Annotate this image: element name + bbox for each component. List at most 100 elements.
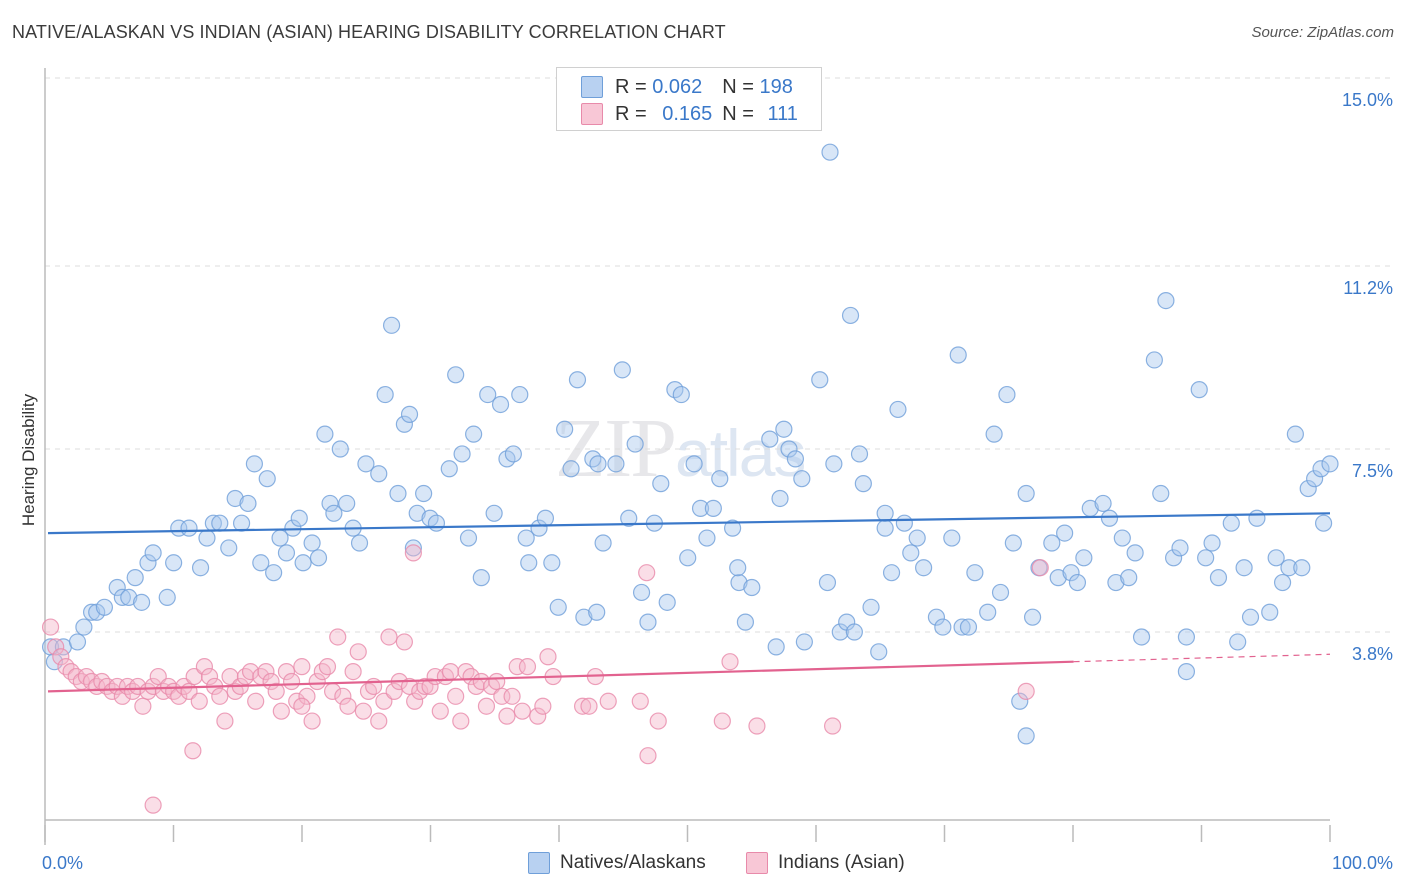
data-point-indians-asian: [124, 682, 142, 700]
legend-r-value: 0.165: [662, 102, 713, 125]
data-point-indians-asian: [639, 747, 657, 765]
data-point-indians-asian: [216, 712, 234, 730]
data-point-natives-alaskans: [144, 544, 162, 562]
data-point-natives-alaskans: [479, 385, 497, 404]
data-point-natives-alaskans: [316, 425, 334, 443]
data-point-indians-asian: [272, 702, 290, 720]
data-point-indians-asian: [406, 692, 424, 710]
data-point-natives-alaskans: [711, 470, 729, 488]
data-point-natives-alaskans: [290, 509, 308, 527]
data-point-natives-alaskans: [771, 489, 789, 508]
data-point-indians-asian: [282, 672, 301, 691]
data-point-indians-asian: [447, 687, 465, 705]
data-point-natives-alaskans: [991, 583, 1010, 602]
data-point-natives-alaskans: [1280, 559, 1298, 577]
data-point-natives-alaskans: [795, 633, 813, 651]
data-point-natives-alaskans: [793, 470, 811, 488]
data-point-natives-alaskans: [408, 504, 426, 522]
data-point-natives-alaskans: [959, 618, 978, 636]
data-point-indians-asian: [462, 667, 480, 686]
data-point-natives-alaskans: [1152, 484, 1170, 503]
data-point-natives-alaskans: [245, 455, 264, 473]
data-point-natives-alaskans: [1273, 573, 1292, 592]
data-point-natives-alaskans: [1248, 509, 1266, 527]
grid-lines: [45, 77, 1395, 633]
data-point-natives-alaskans: [191, 559, 210, 577]
data-point-natives-alaskans: [113, 588, 131, 607]
data-point-natives-alaskans: [1075, 549, 1093, 567]
data-point-indians-asian: [144, 796, 162, 814]
data-point-indians-asian: [498, 707, 516, 725]
data-point-natives-alaskans: [265, 564, 283, 582]
data-point-natives-alaskans: [953, 618, 971, 636]
y-axis-title: Hearing Disability: [19, 393, 38, 526]
data-point-indians-asian: [334, 687, 352, 705]
data-point-natives-alaskans: [698, 529, 716, 547]
legend-r-label: R =: [615, 75, 647, 98]
data-point-natives-alaskans: [723, 519, 742, 537]
data-point-natives-alaskans: [165, 554, 183, 572]
data-point-indians-asian: [184, 742, 202, 760]
data-point-natives-alaskans: [357, 455, 375, 473]
data-point-natives-alaskans: [370, 465, 388, 483]
data-point-natives-alaskans: [679, 549, 697, 567]
data-point-natives-alaskans: [562, 460, 580, 478]
data-point-natives-alaskans: [639, 613, 657, 631]
data-point-natives-alaskans: [277, 544, 296, 562]
data-point-natives-alaskans: [825, 455, 843, 473]
data-point-natives-alaskans: [943, 529, 961, 547]
data-point-natives-alaskans: [1004, 534, 1022, 552]
data-point-natives-alaskans: [1312, 460, 1330, 478]
data-point-natives-alaskans: [889, 400, 907, 419]
data-point-natives-alaskans: [239, 494, 257, 513]
data-point-natives-alaskans: [915, 559, 933, 577]
data-point-natives-alaskans: [831, 623, 849, 641]
data-point-natives-alaskans: [1235, 559, 1253, 577]
data-point-natives-alaskans: [472, 569, 490, 587]
data-point-natives-alaskans: [1094, 494, 1112, 513]
data-point-natives-alaskans: [729, 559, 747, 577]
data-point-natives-alaskans: [632, 583, 651, 602]
data-point-natives-alaskans: [979, 603, 997, 621]
data-point-natives-alaskans: [588, 603, 606, 621]
data-point-natives-alaskans: [232, 514, 251, 532]
data-point-indians-asian: [359, 682, 378, 700]
data-point-natives-alaskans: [517, 529, 535, 547]
data-point-natives-alaskans: [389, 484, 407, 503]
data-point-natives-alaskans: [530, 519, 548, 537]
data-point-natives-alaskans: [511, 385, 529, 404]
data-point-natives-alaskans: [882, 564, 901, 582]
data-point-natives-alaskans: [895, 514, 913, 532]
data-point-natives-alaskans: [1049, 569, 1067, 587]
data-point-natives-alaskans: [841, 306, 860, 325]
data-point-indians-asian: [288, 692, 306, 710]
legend-n-value: 198: [759, 75, 793, 98]
data-point-natives-alaskans: [870, 643, 888, 661]
data-point-indians-asian: [241, 662, 260, 681]
data-point-natives-alaskans: [198, 529, 216, 547]
trend-lines: [47, 512, 1331, 693]
data-point-natives-alaskans: [126, 569, 144, 587]
data-point-natives-alaskans: [1190, 381, 1208, 399]
data-point-natives-alaskans: [536, 509, 555, 527]
y-tick-label: 7.5%: [1352, 461, 1393, 481]
data-point-natives-alaskans: [252, 554, 270, 572]
data-point-natives-alaskans: [743, 578, 761, 597]
chart-title: NATIVE/ALASKAN VS INDIAN (ASIAN) HEARING…: [12, 22, 726, 42]
data-point-indians-asian: [349, 643, 367, 661]
data-point-natives-alaskans: [862, 598, 880, 616]
data-point-natives-alaskans: [543, 554, 561, 572]
data-point-natives-alaskans: [1157, 292, 1175, 310]
data-point-natives-alaskans: [350, 534, 369, 552]
data-point-natives-alaskans: [1229, 633, 1247, 651]
data-point-natives-alaskans: [108, 578, 126, 597]
data-point-indians-asian: [518, 658, 537, 676]
data-point-natives-alaskans: [120, 588, 138, 607]
data-point-natives-alaskans: [68, 633, 87, 651]
data-point-natives-alaskans: [376, 385, 394, 404]
data-point-natives-alaskans: [1068, 573, 1087, 592]
data-point-indians-asian: [823, 717, 842, 735]
data-point-natives-alaskans: [321, 494, 339, 513]
data-point-natives-alaskans: [1321, 455, 1339, 473]
